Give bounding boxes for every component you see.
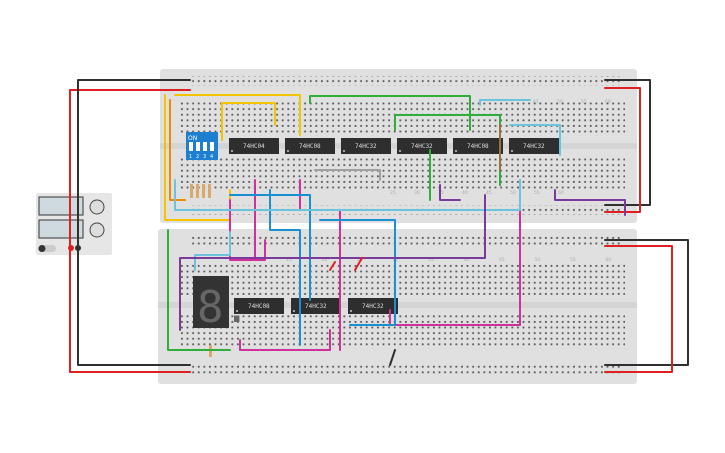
chip-label: 74HC32 (523, 143, 545, 150)
column-number: 40 (464, 257, 470, 263)
column-number: 20 (322, 257, 328, 263)
dip-toggle[interactable] (203, 142, 207, 151)
cyan-wire[interactable] (194, 231, 231, 271)
dip-on-label: ON (188, 135, 197, 142)
yellow-wire[interactable] (174, 94, 301, 136)
red-wire[interactable] (69, 247, 191, 373)
red-wire[interactable] (69, 89, 191, 249)
column-number: 50 (557, 99, 563, 105)
magenta-wire[interactable] (239, 329, 331, 351)
magenta-wire[interactable] (389, 179, 521, 326)
chip-label: 74HC32 (411, 143, 433, 150)
column-number: 55 (534, 190, 540, 196)
chip-top-3[interactable]: 74HC32 (397, 138, 447, 154)
column-number: 50 (510, 190, 516, 196)
column-number: 50 (535, 257, 541, 263)
seven-segment-display[interactable]: 8. (193, 276, 250, 333)
column-number: 30 (414, 190, 420, 196)
seven-segment-digit: 8. (197, 282, 250, 333)
purple-wire[interactable] (439, 184, 461, 201)
green-wire[interactable] (167, 229, 231, 351)
column-number: 60 (558, 190, 564, 196)
red-wire[interactable] (604, 87, 641, 213)
green-wire[interactable] (309, 95, 471, 131)
column-number: 15 (286, 257, 292, 263)
blue-wire[interactable] (229, 194, 311, 301)
yellow-wire[interactable] (221, 102, 276, 141)
column-number: 60 (606, 257, 612, 263)
red-wire[interactable] (354, 257, 363, 271)
chip-label: 74HC32 (305, 303, 327, 310)
chip-top-5[interactable]: 74HC32 (509, 138, 559, 154)
dip-position-label: 1 (189, 154, 192, 160)
gray-wire[interactable] (314, 169, 381, 181)
chip-label: 74HC08 (467, 143, 489, 150)
voltage-knob[interactable] (89, 199, 105, 215)
black-wire[interactable] (604, 79, 651, 206)
magenta-wire[interactable] (229, 199, 266, 261)
power-supply[interactable] (36, 193, 112, 255)
chip-bottom-0[interactable]: 74HC08 (234, 298, 284, 314)
chip-bottom-2[interactable]: 74HC32 (348, 298, 398, 314)
chip-label: 74HC04 (243, 143, 265, 150)
blue-wire[interactable] (319, 219, 396, 326)
black-wire[interactable] (77, 247, 191, 366)
chip-label: 74HC32 (362, 303, 384, 310)
column-number: 55 (581, 99, 587, 105)
dip-toggle[interactable] (196, 142, 200, 151)
chip-top-4[interactable]: 74HC08 (453, 138, 503, 154)
chip-bottom-1[interactable]: 74HC32 (291, 298, 341, 314)
cyan-wire[interactable] (174, 179, 521, 211)
column-number: 35 (428, 257, 434, 263)
dip-position-label: 3 (203, 154, 206, 160)
chip-label: 74HC32 (355, 143, 377, 150)
column-number: 45 (533, 99, 539, 105)
column-number: 40 (462, 190, 468, 196)
dip-position-label: 4 (210, 154, 213, 160)
dip-toggle[interactable] (210, 142, 214, 151)
column-number: 60 (605, 99, 611, 105)
red-wire[interactable] (604, 245, 673, 373)
purple-wire[interactable] (554, 189, 626, 216)
black-wire[interactable] (77, 79, 191, 249)
chip-top-1[interactable]: 74HC08 (285, 138, 335, 154)
cyan-wire[interactable] (509, 124, 561, 156)
column-number: 45 (499, 257, 505, 263)
black-wire[interactable] (389, 349, 396, 366)
chip-top-2[interactable]: 74HC32 (341, 138, 391, 154)
orange-wire[interactable] (169, 99, 186, 201)
cyan-wire[interactable] (479, 99, 531, 106)
column-number: 45 (486, 190, 492, 196)
purple-wire[interactable] (179, 194, 486, 331)
dip-position-label: 2 (196, 154, 199, 160)
resistor-array (190, 184, 211, 198)
black-wire[interactable] (604, 239, 689, 366)
current-knob[interactable] (89, 222, 105, 238)
column-number: 55 (570, 257, 576, 263)
red-wire[interactable] (329, 261, 336, 271)
chip-label: 74HC08 (248, 303, 270, 310)
column-number: 25 (390, 190, 396, 196)
dip-toggle[interactable] (189, 142, 193, 151)
chip-label: 74HC08 (299, 143, 321, 150)
chip-top-0[interactable]: 74HC04 (229, 138, 279, 154)
wires[interactable] (69, 79, 689, 373)
